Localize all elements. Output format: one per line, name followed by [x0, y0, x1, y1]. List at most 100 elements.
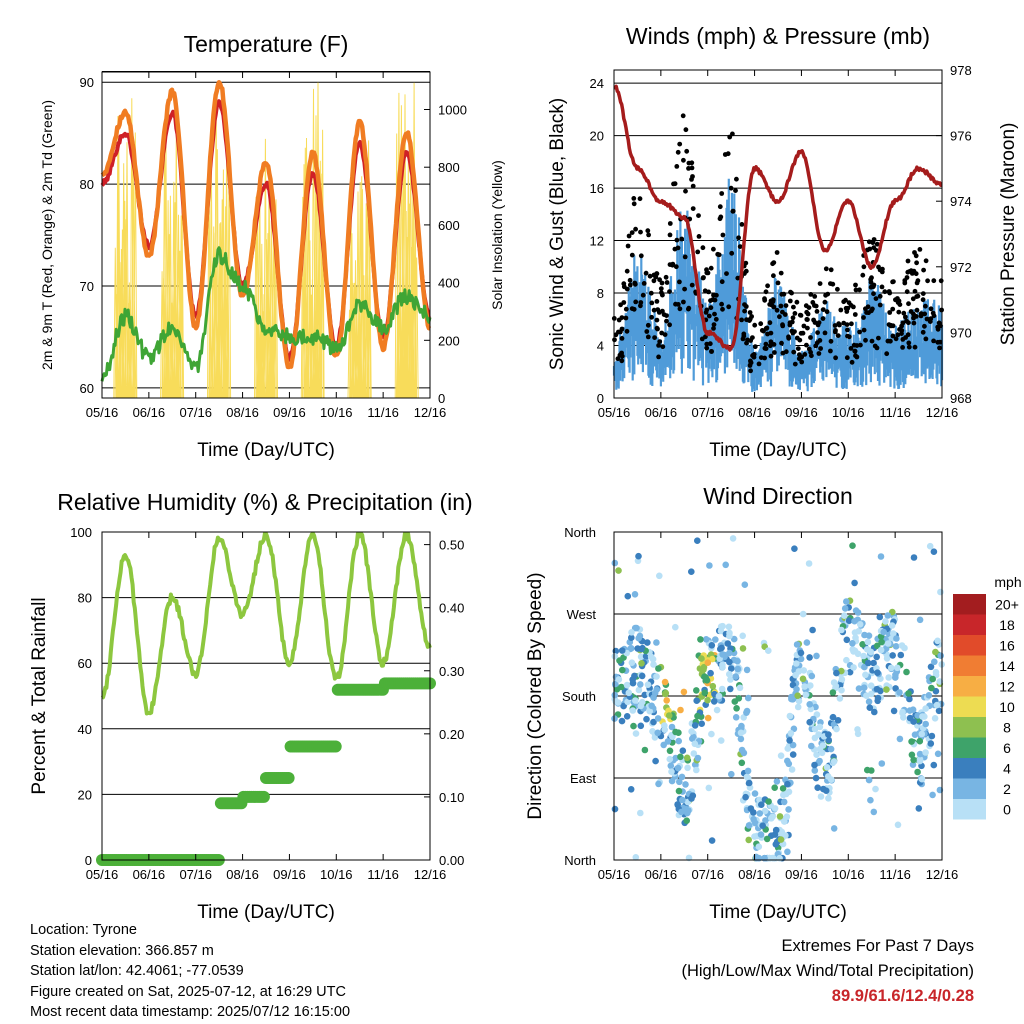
gust-point [660, 292, 665, 298]
gust-point [921, 267, 926, 273]
gust-point [613, 332, 619, 338]
direction-point [792, 671, 799, 679]
direction-y-tick-label: North [564, 525, 596, 540]
gust-point [866, 310, 871, 316]
gust-point [767, 302, 773, 307]
direction-x-tick-label: 08/16 [738, 867, 771, 882]
gust-point [715, 251, 721, 257]
gust-point [727, 134, 733, 140]
precip-point [257, 790, 270, 803]
gust-point [649, 314, 654, 320]
direction-point [865, 698, 873, 705]
direction-point [806, 701, 813, 708]
gust-point [792, 329, 797, 334]
direction-point [704, 659, 712, 666]
pressure-y2-tick-label: 978 [950, 63, 972, 78]
direction-x-tick-label: 09/16 [785, 867, 818, 882]
gust-point [778, 270, 784, 276]
direction-point [634, 645, 641, 652]
direction-point [936, 678, 944, 685]
direction-point [733, 705, 740, 712]
direction-point [791, 545, 798, 552]
gust-point [814, 309, 820, 314]
gust-point [632, 281, 638, 287]
direction-point [724, 640, 732, 647]
direction-point [916, 616, 924, 624]
direction-point [927, 663, 935, 671]
direction-point [667, 762, 675, 770]
gust-point [689, 165, 695, 171]
gust-point [627, 282, 633, 288]
direction-point [751, 833, 758, 840]
gust-point [748, 368, 753, 374]
gust-point [838, 307, 844, 313]
direction-point [823, 764, 831, 771]
humidity-x-tick-label: 09/16 [273, 867, 306, 882]
gust-point [704, 341, 710, 347]
direction-point [675, 787, 683, 795]
direction-point [916, 737, 924, 745]
direction-point [883, 686, 890, 693]
direction-point [825, 731, 832, 738]
gust-point [845, 333, 850, 339]
direction-point [707, 669, 714, 677]
legend-label: 20+ [995, 596, 1019, 612]
gust-point [768, 330, 774, 336]
direction-point [690, 750, 698, 757]
gust-point [890, 306, 896, 312]
gust-point [876, 335, 881, 341]
direction-point [850, 648, 857, 655]
gust-point [711, 322, 717, 327]
pressure-series [613, 84, 943, 352]
gust-point [742, 308, 747, 314]
direction-point [929, 675, 936, 683]
gust-point [656, 343, 661, 348]
direction-point [750, 816, 757, 823]
gust-point [705, 270, 711, 276]
direction-point [705, 784, 713, 792]
gust-point [624, 286, 630, 292]
direction-point [637, 653, 645, 661]
gust-point [849, 321, 854, 327]
direction-point [789, 741, 797, 749]
direction-point [632, 854, 640, 861]
gust-point [825, 291, 831, 297]
direction-point [776, 813, 784, 820]
gust-point [652, 335, 657, 340]
direction-point [909, 761, 917, 768]
gust-point [786, 335, 792, 341]
gust-point [661, 312, 667, 317]
gust-point [870, 306, 875, 312]
direction-point [624, 592, 632, 600]
gust-point [617, 352, 623, 358]
direction-point [884, 612, 892, 619]
direction-point [890, 707, 898, 715]
direction-point [738, 759, 746, 767]
direction-point [922, 705, 929, 712]
legend-label: 4 [1003, 760, 1011, 776]
direction-point [779, 785, 787, 792]
gust-point [752, 344, 758, 350]
direction-point [806, 718, 813, 726]
gust-point [651, 307, 657, 313]
gust-point [888, 323, 894, 329]
direction-point [838, 686, 845, 694]
gust-point [707, 341, 713, 347]
gust-point [906, 344, 912, 350]
direction-point [850, 664, 857, 671]
direction-point [889, 652, 896, 659]
gust-point [888, 338, 893, 344]
gust-point [914, 260, 919, 266]
direction-point [678, 773, 686, 781]
winds-pressure-chart: 0 4 8 12 16 20 24 968 970 972 974 976 978 05/16 06/16 0… [547, 23, 1019, 461]
direction-point [661, 678, 669, 686]
direction-point [788, 695, 795, 703]
gust-point [619, 315, 625, 320]
direction-point [867, 682, 875, 689]
gust-point [914, 307, 920, 313]
gust-point [709, 349, 714, 354]
temperature-x-tick-label: 06/16 [133, 405, 166, 420]
gust-point [917, 247, 923, 252]
gust-point [845, 327, 850, 333]
gust-point [739, 222, 745, 227]
